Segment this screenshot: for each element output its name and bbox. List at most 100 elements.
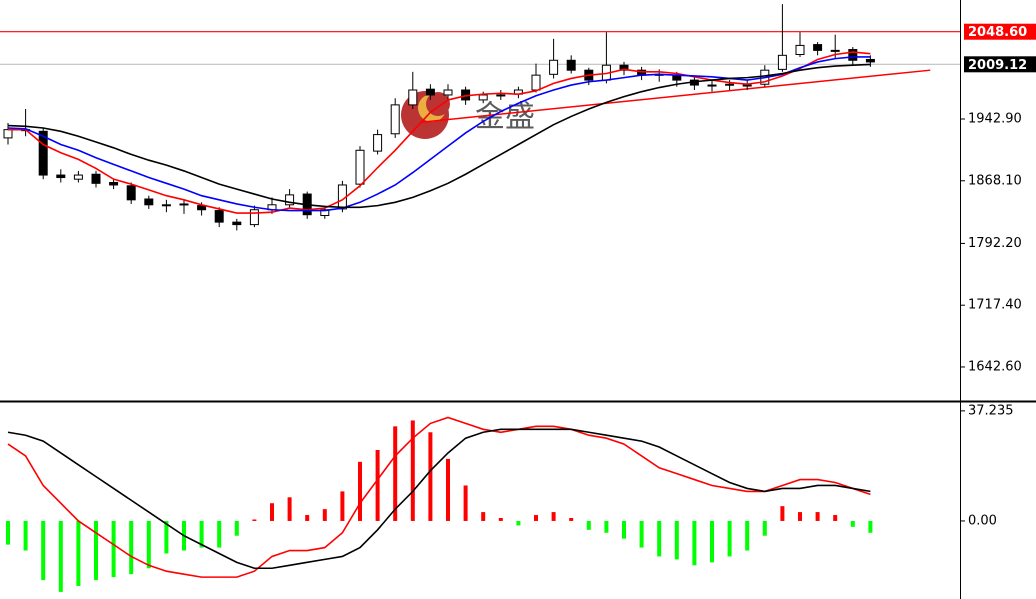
indicator-line [7,63,871,209]
macd-bar [657,520,662,557]
indicator-line [7,428,871,570]
macd-bar [850,520,855,527]
macd-bar [604,520,609,533]
macd-bar [463,485,468,521]
indicator-line [7,416,871,578]
candle-body [38,130,48,176]
macd-bar [217,520,222,548]
candle-body [355,149,365,185]
price-label-box [964,56,1036,73]
macd-bar [146,520,151,569]
macd-bar [94,520,98,581]
macd-bar [622,520,626,539]
macd-bar [516,520,521,526]
candle-body [285,194,295,206]
candle-body [214,210,224,223]
trendline [421,69,931,123]
candle-body [443,89,453,96]
candle-body [373,134,383,152]
candle-body [478,94,488,101]
macd-bar [446,458,450,521]
y-tick-label: 1642.60 [968,359,1022,374]
macd-bar [710,520,714,563]
macd-bar [780,506,785,521]
candle-body [496,94,506,97]
macd-bar [58,520,63,592]
price-label: 2009.12 [968,58,1027,73]
candle-body [707,84,717,87]
candle-body [848,49,858,61]
macd-bar [23,520,28,551]
macd-bar [305,515,310,521]
macd-bar [340,491,345,521]
macd-bar [6,520,10,545]
macd-bar [586,520,591,530]
candle-body [619,64,629,71]
macd-bar [798,512,802,521]
y-tick-label: 1868.10 [968,173,1022,188]
macd-bar [410,420,415,521]
candle-body [531,74,541,91]
indicator-line [8,51,871,214]
candle-body [126,185,136,201]
macd-bar [815,512,820,521]
candle-body [320,209,330,217]
candle-body [73,174,83,180]
macd-bar [252,519,257,521]
candle-body [249,209,259,226]
macd-bar [322,509,327,521]
candle-body [742,84,752,87]
price-label: 2048.60 [968,25,1027,40]
y-tick-label: 1717.40 [968,298,1022,313]
macd-bar [234,520,239,536]
macd-bar [868,520,873,533]
y-tick-label: 1942.90 [968,111,1022,126]
macd-bar [692,520,697,566]
candle-body [144,198,154,206]
candle-body [408,89,418,106]
macd-bar [270,503,274,521]
candle-body [109,181,119,186]
macd-bar [375,450,380,521]
macd-bar [199,520,204,548]
y-tick-label: 0.00 [968,513,997,528]
y-tick-label: 1792.20 [968,236,1022,251]
macd-bar [129,520,134,575]
macd-bar [164,520,169,554]
macd-bar [111,520,116,578]
macd-bar [745,520,750,551]
candle-body [566,59,576,71]
candle-body [161,204,171,207]
candle-body [777,54,787,70]
candle-body [3,129,13,139]
macd-bar [287,497,292,521]
candle-body [179,203,189,206]
macd-bar [498,517,503,521]
candle-body [56,174,66,179]
macd-bar [428,432,433,521]
candle-body [795,44,805,56]
candle-body [725,83,735,86]
candle-body [549,59,559,75]
macd-bar [41,520,46,581]
watermark: 金盛 [475,100,535,135]
candle-body [830,49,840,52]
macd-bar [358,461,362,521]
candle-body [232,221,242,226]
macd-bar [727,520,732,557]
macd-bar [569,517,574,521]
macd-bar [534,515,538,521]
y-tick-label: 37.235 [968,403,1014,418]
candle-body [91,173,101,184]
candle-body [197,205,207,211]
candle-body [425,88,435,96]
macd-bar [393,426,398,521]
candle-body [813,44,823,51]
price-label-box [964,23,1036,40]
macd-bar [674,520,679,560]
candle-body [390,104,400,135]
logo-moon-cut [426,92,450,116]
macd-bar [481,512,486,521]
